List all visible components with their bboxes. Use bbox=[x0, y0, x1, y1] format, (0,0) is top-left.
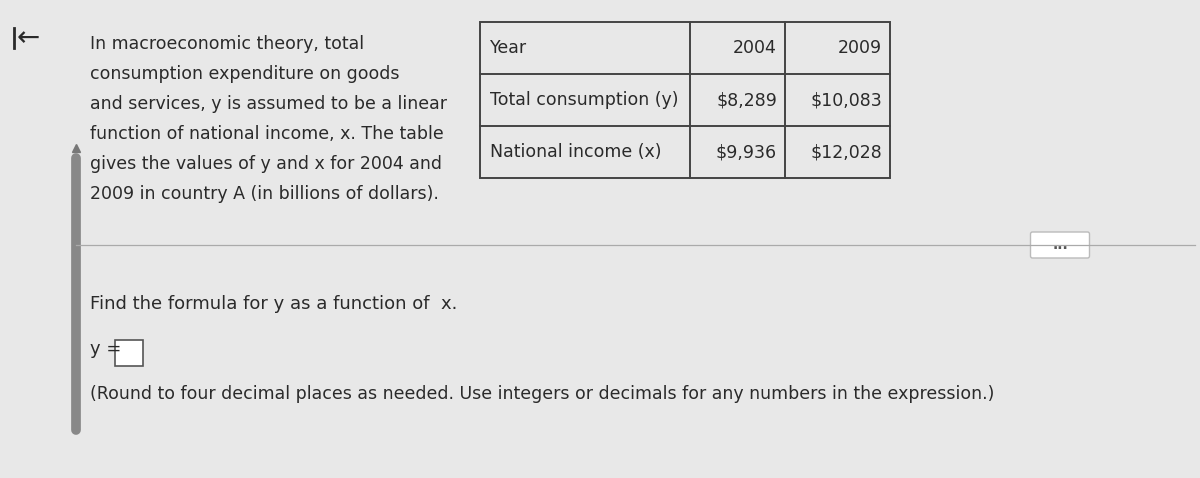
Text: 2009 in country A (in billions of dollars).: 2009 in country A (in billions of dollar… bbox=[90, 185, 439, 203]
FancyBboxPatch shape bbox=[1031, 232, 1090, 258]
Text: $9,936: $9,936 bbox=[716, 143, 778, 161]
Text: Total consumption (y): Total consumption (y) bbox=[490, 91, 678, 109]
Text: 2009: 2009 bbox=[838, 39, 882, 57]
FancyBboxPatch shape bbox=[115, 340, 143, 366]
Text: Year: Year bbox=[490, 39, 527, 57]
Text: $8,289: $8,289 bbox=[716, 91, 778, 109]
Text: Find the formula for y as a function of  x.: Find the formula for y as a function of … bbox=[90, 295, 457, 313]
Text: y =: y = bbox=[90, 340, 121, 358]
Text: In macroeconomic theory, total: In macroeconomic theory, total bbox=[90, 35, 364, 53]
Text: consumption expenditure on goods: consumption expenditure on goods bbox=[90, 65, 400, 83]
Text: gives the values of y and x for 2004 and: gives the values of y and x for 2004 and bbox=[90, 155, 442, 173]
Text: and services, y is assumed to be a linear: and services, y is assumed to be a linea… bbox=[90, 95, 446, 113]
Text: $10,083: $10,083 bbox=[810, 91, 882, 109]
Text: 2004: 2004 bbox=[733, 39, 778, 57]
Text: (Round to four decimal places as needed. Use integers or decimals for any number: (Round to four decimal places as needed.… bbox=[90, 385, 995, 403]
Text: function of national income, x. The table: function of national income, x. The tabl… bbox=[90, 125, 444, 143]
Text: ...: ... bbox=[1052, 238, 1068, 252]
Text: $12,028: $12,028 bbox=[810, 143, 882, 161]
Text: ←: ← bbox=[17, 24, 40, 52]
Text: National income (x): National income (x) bbox=[490, 143, 661, 161]
